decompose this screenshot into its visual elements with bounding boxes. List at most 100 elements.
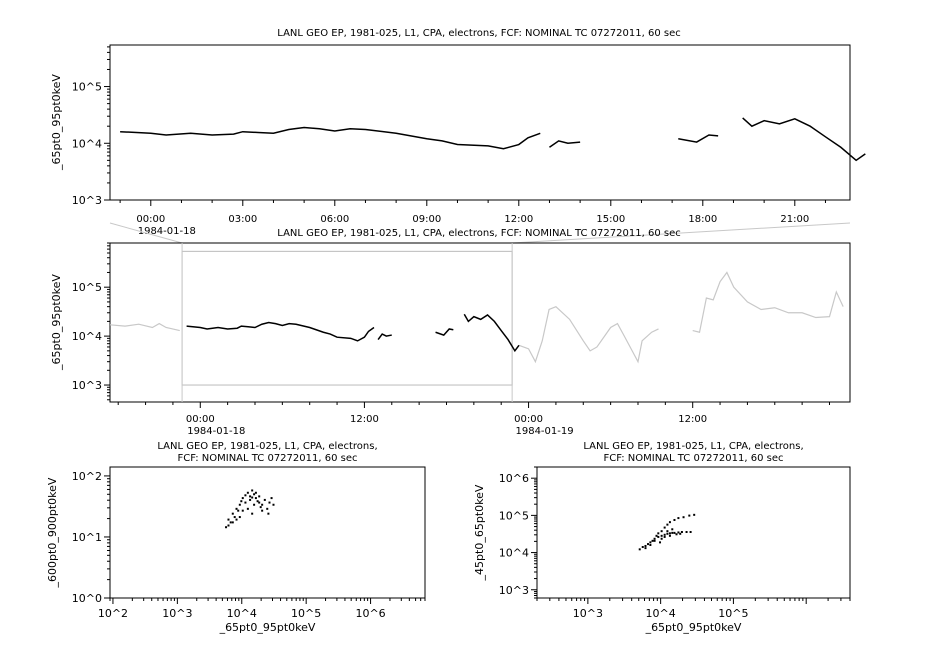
zoom-connector-left <box>109 222 183 244</box>
scatter-point <box>237 509 240 512</box>
scatter-left-title: LANL GEO EP, 1981-025, L1, CPA, electron… <box>157 441 377 464</box>
series-line-segment <box>186 321 375 342</box>
chart-title-1: LANL GEO EP, 1981-025, L1, CPA, electron… <box>277 28 680 39</box>
y-tick-label: 10^4 <box>72 330 102 343</box>
scatter-point <box>663 526 666 529</box>
x-tick-label: 00:00 <box>514 414 543 425</box>
scatter-point <box>679 532 682 535</box>
y-tick-label: 10^5 <box>499 509 529 522</box>
series-line-segment <box>692 271 844 333</box>
scatter-point <box>657 535 660 538</box>
scatter-point <box>238 516 241 519</box>
scatter-point <box>246 507 249 510</box>
scatter-point <box>246 491 249 494</box>
x-tick-label: 21:00 <box>780 214 809 225</box>
scatter-point <box>231 521 234 524</box>
scatter-point <box>244 501 247 504</box>
x-axis-label: _65pt0_95pt0keV <box>219 621 316 634</box>
x-tick-label: 06:00 <box>320 214 349 225</box>
scatter-point <box>258 501 261 504</box>
scatter-point <box>638 548 641 551</box>
scatter-point <box>261 503 264 506</box>
scatter-point <box>677 517 680 520</box>
scatter-point <box>241 497 244 500</box>
series-line-segment <box>742 117 866 162</box>
y-tick-label: 10^6 <box>499 472 529 485</box>
scatter-point <box>258 495 261 498</box>
scatter-point <box>668 532 671 535</box>
scatter-point <box>253 503 256 506</box>
scatter-point <box>249 495 252 498</box>
x-tick-label: 15:00 <box>596 214 625 225</box>
scatter-point <box>666 530 669 533</box>
scatter-point <box>659 541 662 544</box>
scatter-point <box>673 531 676 534</box>
series-line-segment <box>463 313 520 353</box>
scatter-point <box>644 547 647 550</box>
scatter-point <box>641 546 644 549</box>
plot-frame-2 <box>109 242 851 403</box>
x-tick-label: 12:00 <box>504 214 533 225</box>
scatter-left-frame <box>109 466 426 599</box>
scatter-point <box>668 521 671 524</box>
scatter-point <box>244 494 247 497</box>
y-tick-label: 10^3 <box>499 584 529 597</box>
scatter-point <box>682 516 685 519</box>
y-tick-label: 10^0 <box>72 592 102 605</box>
chart-title-2: LANL GEO EP, 1981-025, L1, CPA, electron… <box>277 228 680 239</box>
scatter-point <box>685 531 688 534</box>
scatter-point <box>668 534 671 537</box>
scatter-point <box>673 518 676 521</box>
scatter-point <box>649 543 652 546</box>
scatter-point <box>644 544 647 547</box>
scatter-point <box>688 514 691 517</box>
scatter-point <box>677 531 680 534</box>
scatter-point <box>663 533 666 536</box>
x-axis-label: _65pt0_95pt0keV <box>645 621 742 634</box>
scatter-point <box>653 539 656 542</box>
scatter-point <box>272 503 275 506</box>
scatter-point <box>259 506 262 509</box>
x-tick-label: 10^4 <box>227 607 257 620</box>
scatter-point <box>655 534 658 537</box>
scatter-point <box>227 518 230 521</box>
series-line-segment <box>678 134 719 143</box>
x-tick-label: 12:00 <box>350 414 379 425</box>
y-tick-label: 10^2 <box>72 470 102 483</box>
scatter-point <box>270 497 273 500</box>
scatter-point <box>240 500 243 503</box>
scatter-point <box>693 513 696 516</box>
scatter-point <box>251 496 254 499</box>
y-axis-label: _65pt0_95pt0keV <box>50 74 63 171</box>
x-tick-label: 00:00 <box>136 214 165 225</box>
scatter-point <box>660 537 663 540</box>
scatter-point <box>660 530 663 533</box>
x-date-label: 1984-01-18 <box>138 226 196 237</box>
scatter-point <box>660 534 663 537</box>
zoom-connector-right <box>512 222 851 244</box>
scatter-point <box>233 516 236 519</box>
scatter-point <box>666 532 669 535</box>
scatter-point <box>671 528 674 531</box>
series-line-segment <box>120 126 541 150</box>
scatter-point <box>263 498 266 501</box>
y-tick-label: 10^5 <box>72 81 102 94</box>
scatter-point <box>235 518 238 521</box>
scatter-point <box>251 489 254 492</box>
y-tick-label: 10^3 <box>72 194 102 207</box>
y-tick-label: 10^1 <box>72 531 102 544</box>
y-tick-label: 10^4 <box>499 547 529 560</box>
scatter-point <box>254 491 257 494</box>
x-tick-label: 10^3 <box>162 607 192 620</box>
series-line-segment <box>549 140 581 148</box>
series-line-segment <box>377 333 392 341</box>
scatter-point <box>651 539 654 542</box>
scatter-point <box>238 503 241 506</box>
series-line-segment <box>435 328 454 336</box>
x-tick-label: 10^5 <box>291 607 321 620</box>
x-date-label: 1984-01-18 <box>187 426 245 437</box>
x-tick-label: 10^5 <box>718 607 748 620</box>
x-tick-label: 00:00 <box>186 414 215 425</box>
scatter-point <box>227 524 230 527</box>
